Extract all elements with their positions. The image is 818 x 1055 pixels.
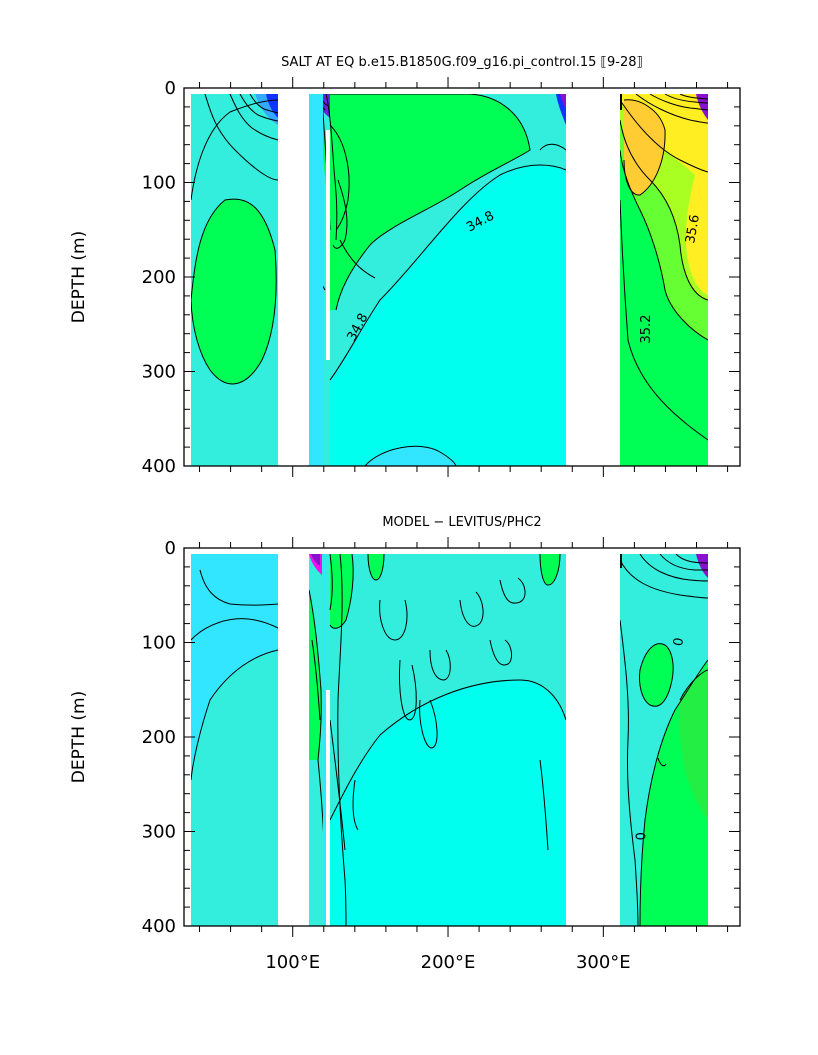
x-tick-label: 300°E <box>576 952 631 973</box>
top-land-mask-surface <box>184 88 740 94</box>
bottom-axes: 0 100 200 300 400 100°E 200°E 300°E <box>142 537 740 973</box>
y-tick-label: 400 <box>142 456 176 477</box>
top-contour-lines <box>190 93 709 466</box>
bottom-contour-fill <box>190 553 709 926</box>
contour-label: 35.6 <box>683 214 703 245</box>
top-east-pacific-purple <box>560 94 566 108</box>
bottom-panel-title: MODEL − LEVITUS/PHC2 <box>382 515 541 530</box>
top-land-mask-maritime-2 <box>326 130 330 360</box>
bottom-contour-labels: 00 <box>634 637 687 841</box>
top-axes: 0 100 200 300 400 <box>142 77 740 477</box>
bottom-y-axis-label: DEPTH (m) <box>69 691 89 783</box>
contour-label: 0 <box>634 832 649 840</box>
x-tick-label: 200°E <box>421 952 476 973</box>
bottom-green-maritime <box>309 590 322 760</box>
bottom-land-mask-east <box>708 554 740 926</box>
contour-label: 35.2 <box>639 314 654 343</box>
y-tick-label: 200 <box>142 727 176 748</box>
top-land-mask-indian <box>278 94 309 466</box>
bottom-green-top-1 <box>330 554 354 629</box>
bottom-atlantic-green-blob <box>639 643 674 707</box>
bottom-atlantic-green-east <box>679 670 708 820</box>
top-cyan-region <box>330 165 566 466</box>
y-tick-label: 100 <box>142 633 176 654</box>
bottom-purple-atlantic <box>696 554 708 578</box>
top-atlantic-orange <box>624 99 666 196</box>
bottom-green-top-3 <box>540 554 560 585</box>
y-tick-label: 200 <box>142 267 176 288</box>
top-atlantic-yellow <box>620 94 708 295</box>
bottom-land-mask-americas <box>566 554 620 926</box>
y-tick-label: 0 <box>165 78 176 99</box>
top-atlantic-west-purple <box>696 94 708 120</box>
bottom-land-mask-maritime <box>323 554 326 926</box>
top-green-west <box>191 199 277 384</box>
y-tick-label: 400 <box>142 916 176 937</box>
bottom-light-blue-west <box>191 554 278 780</box>
bottom-purple-maritime <box>311 554 320 566</box>
top-y-axis-label: DEPTH (m) <box>69 231 89 323</box>
y-tick-label: 0 <box>165 538 176 559</box>
y-tick-label: 300 <box>142 362 176 383</box>
contour-label: 0 <box>671 637 687 648</box>
bottom-land-mask-maritime-2 <box>326 690 330 926</box>
x-tick-label: 100°E <box>265 952 320 973</box>
top-land-mask-maritime-1 <box>309 94 323 466</box>
bottom-land-mask-indian <box>278 554 309 926</box>
bottom-green-top-2 <box>368 554 384 580</box>
top-land-mask-east <box>708 94 740 466</box>
salt-panel: SALT AT EQ b.e15.B1850G.f09_g16.pi_contr… <box>69 55 741 477</box>
bottom-land-mask-surface <box>184 548 740 554</box>
top-land-mask-americas <box>566 94 620 466</box>
y-tick-label: 100 <box>142 173 176 194</box>
difference-panel: MODEL − LEVITUS/PHC2 DEPTH (m) <box>69 515 741 973</box>
y-tick-label: 300 <box>142 822 176 843</box>
top-contour-fill <box>190 93 709 466</box>
bottom-cyan-central <box>330 680 566 926</box>
bottom-contour-lines <box>190 553 709 926</box>
top-panel-title: SALT AT EQ b.e15.B1850G.f09_g16.pi_contr… <box>281 55 643 70</box>
top-green-central <box>330 94 530 310</box>
top-light-blue-bottom <box>365 446 456 466</box>
